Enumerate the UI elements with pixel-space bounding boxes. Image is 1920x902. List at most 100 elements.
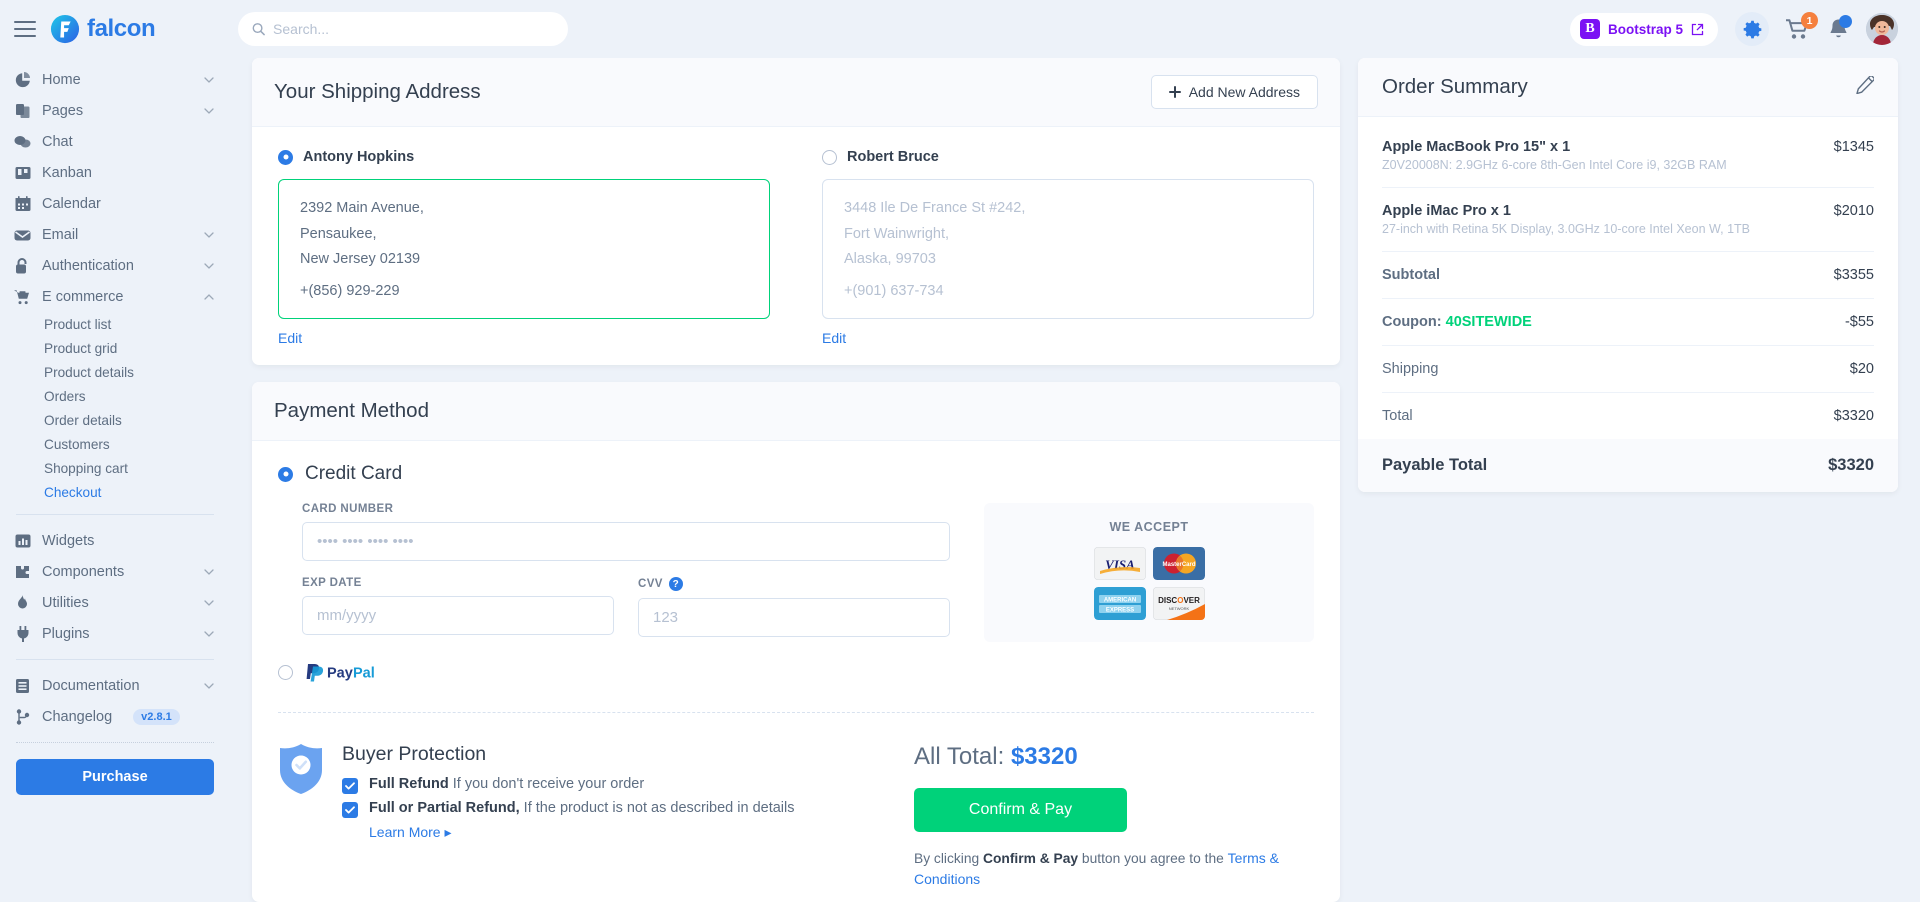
sidebar-subitem-product-list[interactable]: Product list [44,316,112,332]
bp-item-text: Full or Partial Refund, If the product i… [369,800,795,816]
address-option-1: Antony Hopkins 2392 Main Avenue, Pensauk… [278,149,770,348]
accepted-cards-grid: VISA MasterCard [984,547,1314,621]
avatar[interactable] [1866,13,1898,45]
confirm-and-pay-button[interactable]: Confirm & Pay [914,788,1127,833]
sidebar-subitem-checkout[interactable]: Checkout [44,484,102,500]
bootstrap-version-pill[interactable]: B Bootstrap 5 [1569,12,1718,46]
order-item-row: Apple iMac Pro x 1 27-inch with Retina 5… [1382,188,1874,252]
sidebar-subitem-product-grid[interactable]: Product grid [44,340,118,356]
envelope-icon [14,226,31,243]
buyer-protection-text: Buyer Protection Full Refund If you don'… [342,743,795,842]
paypal-radio[interactable] [278,664,293,680]
sidebar-subitem-product-details[interactable]: Product details [44,364,134,380]
address-line: Pensaukee, [300,225,377,242]
card-number-label: Card Number [302,503,394,516]
sidebar-item-documentation[interactable]: Documentation [0,670,230,701]
pay-summary-block: All Total: $3320 Confirm & Pay By clicki… [914,743,1314,890]
bp-item-text: Full Refund If you don't receive your or… [369,776,644,792]
card-number-group: Card Number [302,503,950,562]
sidebar-item-ecommerce[interactable]: E commerce [0,281,230,312]
sidebar-item-label: Plugins [42,625,90,642]
chevron-down-icon [204,682,214,689]
search-box[interactable] [238,12,568,46]
sidebar-item-pages[interactable]: Pages [0,95,230,126]
sidebar-nav: Home Pages Chat [0,58,230,902]
terms-pre: By clicking [914,851,984,867]
order-item-info: Apple iMac Pro x 1 27-inch with Retina 5… [1382,203,1750,236]
plus-icon [1168,86,1181,98]
sidebar-item-home[interactable]: Home [0,64,230,95]
chevron-down-icon [204,599,214,606]
paypal-option[interactable]: Pay Pal [278,662,1314,682]
payable-total-label: Payable Total [1382,456,1488,474]
checkbox-checked-icon[interactable] [342,802,358,819]
sidebar-item-plugins[interactable]: Plugins [0,618,230,649]
search-input[interactable] [273,21,554,37]
order-summary-title: Order Summary [1382,75,1528,98]
address-2-box[interactable]: 3448 Ile De France St #242, Fort Wainwri… [822,179,1314,319]
sidebar-item-label: Calendar [42,195,101,212]
bootstrap-label: Bootstrap 5 [1607,21,1683,37]
sidebar-item-components[interactable]: Components [0,556,230,587]
amex-card-icon: AMERICAN EXPRESS [1093,587,1146,621]
edit-pencil-icon[interactable] [1856,74,1875,99]
order-item-price: $2010 [1833,203,1874,219]
terms-conditions-link[interactable]: Terms & Conditions [914,850,1279,888]
purchase-button[interactable]: Purchase [16,759,214,795]
sidebar-item-email[interactable]: Email [0,219,230,250]
hamburger-menu-icon[interactable] [14,21,36,37]
checkbox-checked-icon[interactable] [342,778,358,795]
cart-button[interactable]: 1 [1786,12,1818,40]
visa-card-icon: VISA [1093,547,1146,581]
sidebar-subitem-order-details[interactable]: Order details [44,412,122,428]
order-item-desc: Z0V20008N: 2.9GHz 6-core 8th-Gen Intel C… [1382,158,1727,172]
exp-date-input[interactable] [302,596,614,636]
learn-more-link[interactable]: Learn More ▸ [369,824,452,841]
order-summary-header: Order Summary [1358,58,1898,117]
sidebar-subitem-orders[interactable]: Orders [44,388,86,404]
address-1-edit-link[interactable]: Edit [278,329,303,346]
sidebar-subitem-shopping-cart[interactable]: Shopping cart [44,460,128,476]
brand-logo-link[interactable]: falcon [50,14,156,44]
address-1-radio[interactable] [278,149,293,165]
buyer-protection-item: Full or Partial Refund, If the product i… [342,800,795,819]
sidebar-item-widgets[interactable]: Widgets [0,525,230,556]
coupon-label-group: Coupon: 40SITEWIDE [1382,314,1532,330]
address-1-name: Antony Hopkins [303,149,415,165]
all-total-row: All Total: $3320 [914,743,1314,771]
address-2-edit-link[interactable]: Edit [822,329,847,346]
sidebar-divider-3 [16,742,214,743]
terms-bold: Confirm & Pay [983,851,1079,867]
address-line: Fort Wainwright, [844,225,950,242]
sidebar-item-kanban[interactable]: Kanban [0,157,230,188]
settings-button[interactable] [1735,12,1769,46]
address-line: 2392 Main Avenue, [300,200,424,216]
sidebar-item-chat[interactable]: Chat [0,126,230,157]
address-1-box[interactable]: 2392 Main Avenue, Pensaukee, New Jersey … [278,179,770,319]
search-icon [252,23,265,36]
notifications-button[interactable] [1828,15,1852,40]
order-item-name: Apple MacBook Pro 15" x 1 [1382,139,1571,155]
credit-card-radio[interactable] [278,466,293,482]
cvv-input[interactable] [638,598,950,638]
sidebar-item-authentication[interactable]: Authentication [0,250,230,281]
address-2-radio[interactable] [822,149,837,165]
sidebar-item-utilities[interactable]: Utilities [0,587,230,618]
card-number-input[interactable] [302,522,950,562]
sidebar-item-calendar[interactable]: Calendar [0,188,230,219]
sidebar-item-label: Utilities [42,594,89,611]
card-fields: Card Number Exp Date [278,503,950,638]
add-new-address-button[interactable]: Add New Address [1150,75,1318,109]
help-icon[interactable]: ? [668,577,683,592]
sidebar-item-changelog[interactable]: Changelog v2.8.1 [0,701,230,732]
credit-card-option[interactable]: Credit Card [278,463,1314,485]
chat-icon [14,133,31,150]
sidebar-divider-2 [16,659,214,660]
sidebar-subitem-customers[interactable]: Customers [44,436,110,452]
add-new-address-label: Add New Address [1188,84,1300,100]
shield-icon [278,743,324,842]
sidebar-item-label: Chat [42,133,73,150]
lock-icon [14,257,31,274]
order-summary-footer: Payable Total $3320 [1358,439,1898,492]
paypal-logo-icon: Pay Pal [306,664,375,682]
